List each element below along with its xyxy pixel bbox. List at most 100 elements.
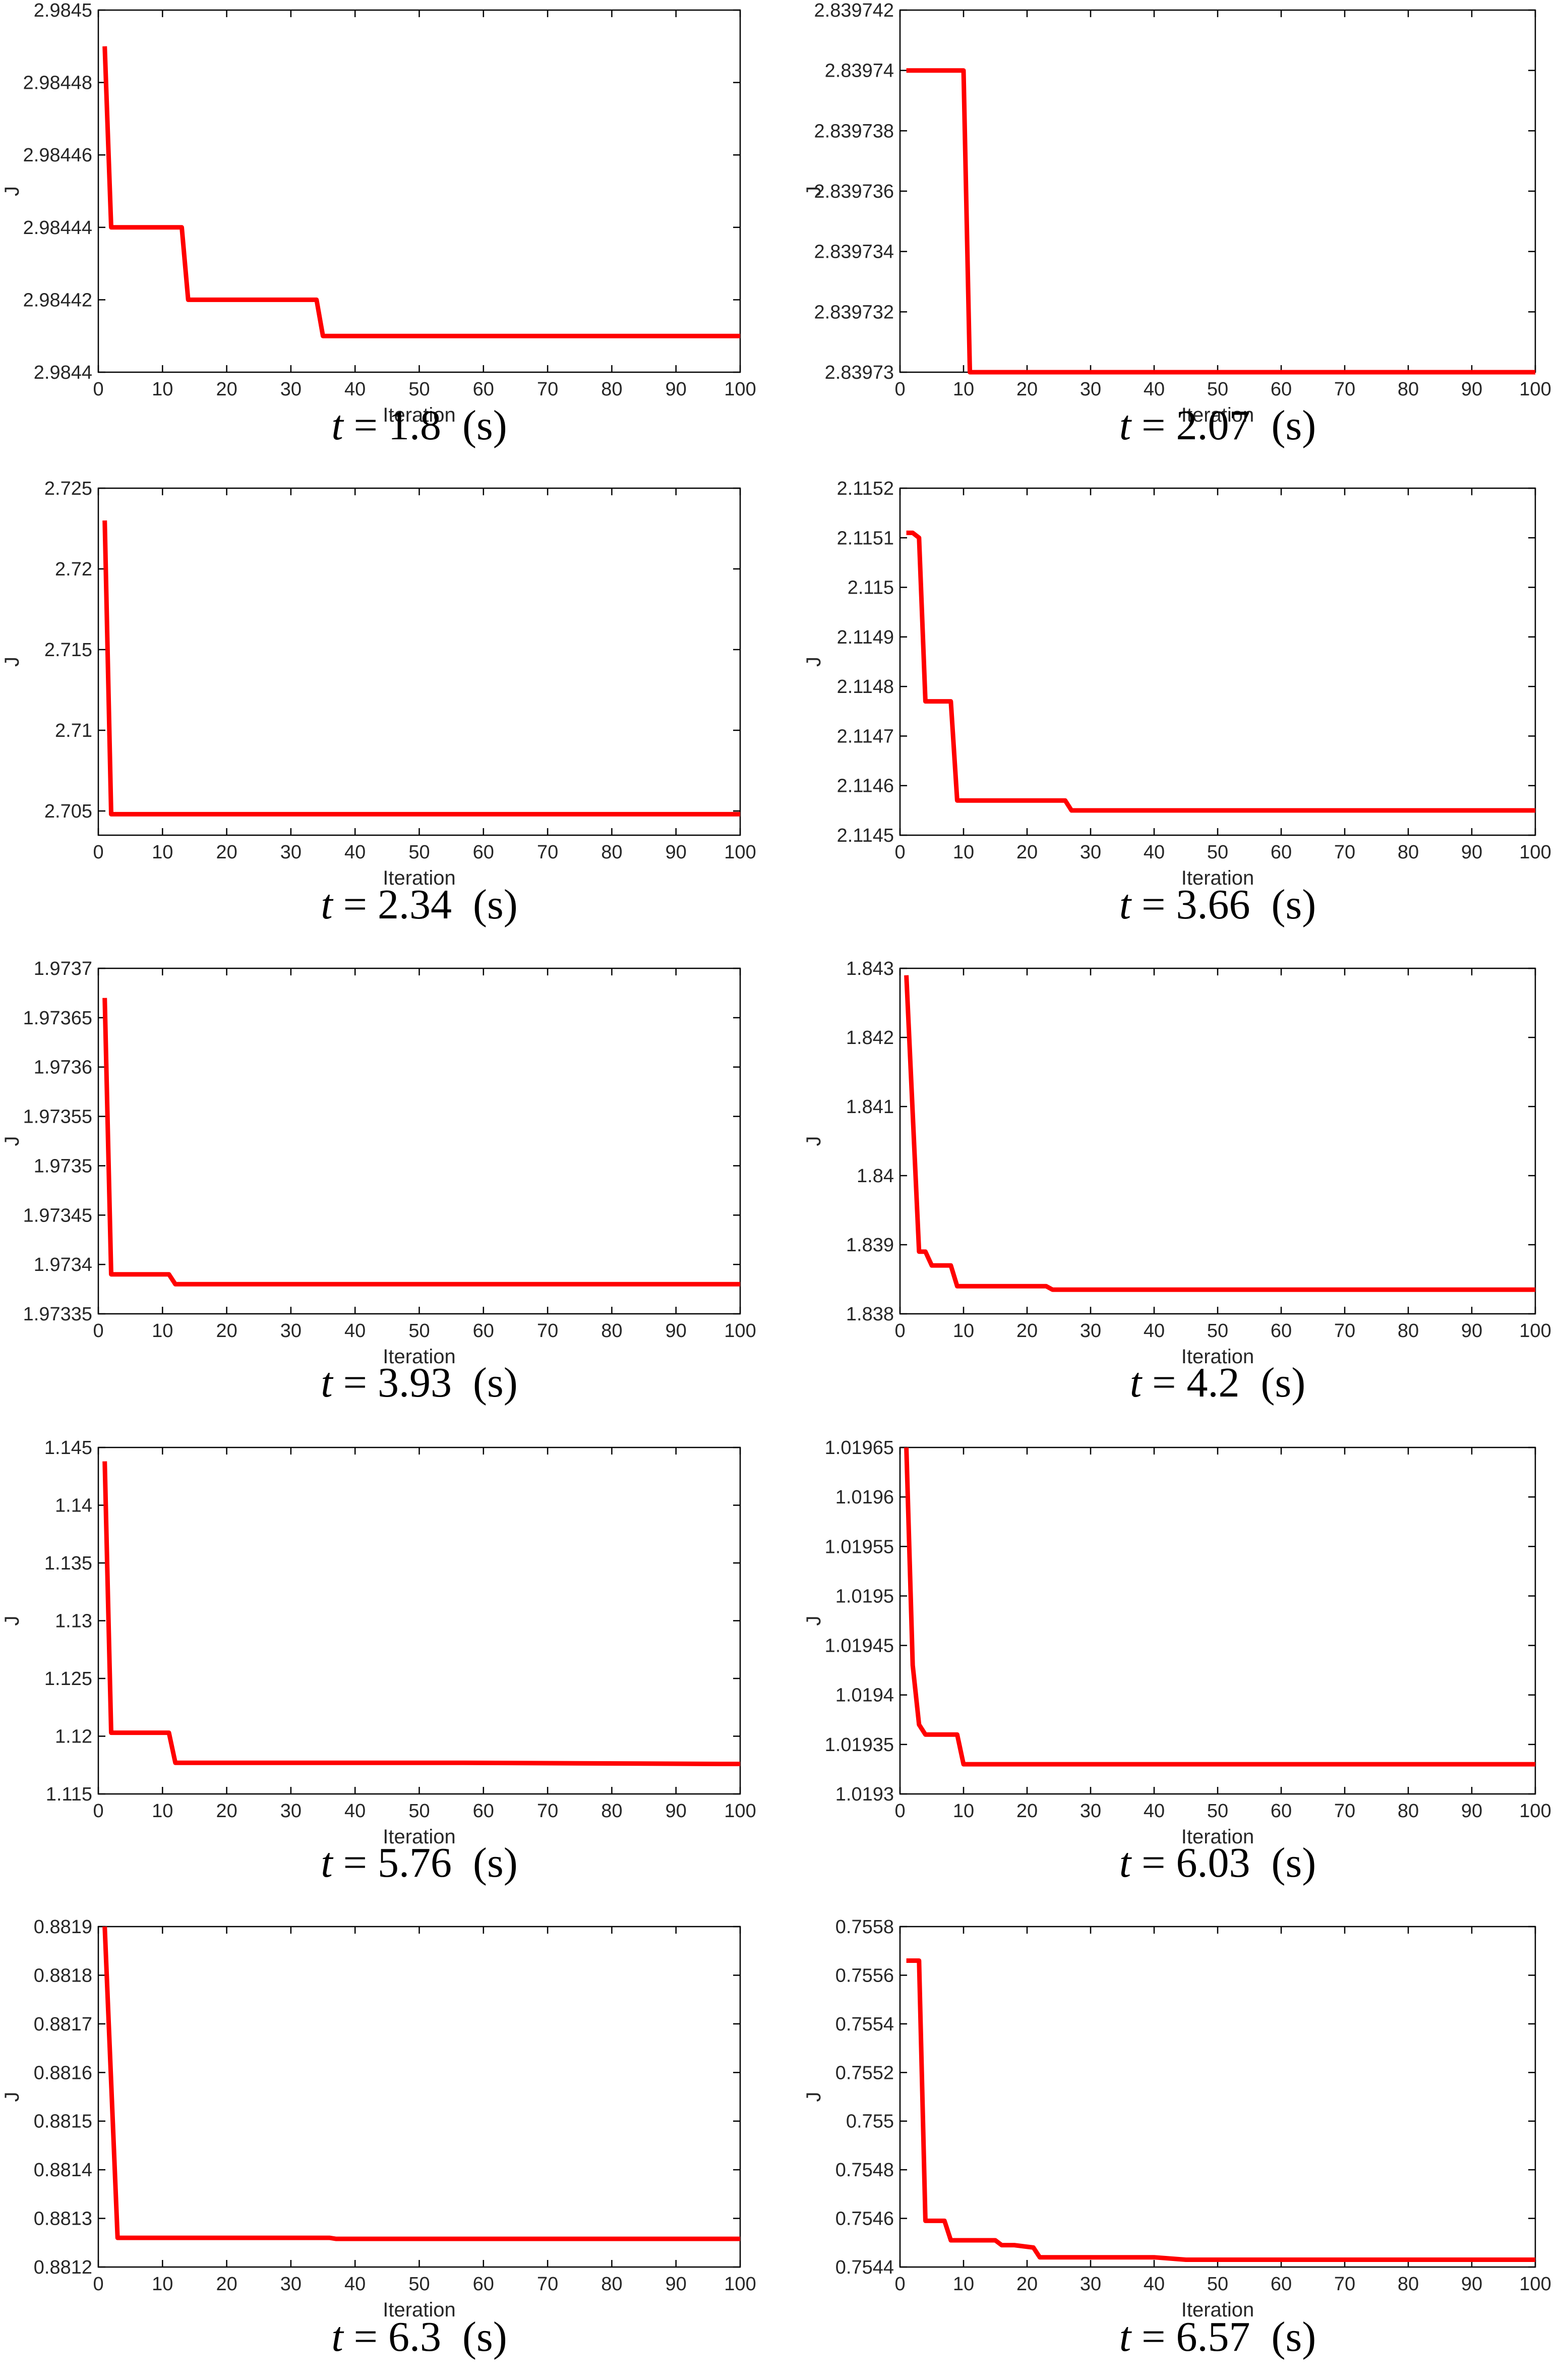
x-tick-label: 10	[152, 842, 173, 863]
y-axis-label: J	[1, 186, 23, 196]
y-tick-label: 2.1146	[837, 776, 894, 797]
axes-frame	[899, 487, 1536, 836]
x-tick-label: 10	[152, 1801, 173, 1822]
x-tick-label: 90	[666, 379, 687, 400]
chart-svg: 0 10 20 30 40 50 60 70 80 90 100 2.705 2.71 2.715 2.72…	[1, 478, 756, 889]
series-line	[906, 531, 1535, 813]
y-tick-label: 1.0195	[835, 1586, 894, 1607]
x-tick-label: 0	[894, 2274, 905, 2295]
x-tick-label: 80	[1398, 1801, 1419, 1822]
y-tick-label: 2.98446	[23, 145, 92, 166]
x-tick-label: 0	[93, 1320, 103, 1342]
caption-equals: =	[332, 1359, 378, 1406]
chart-svg: 0 10 20 30 40 50 60 70 80 90 100 1.97335 1.9734 1.973…	[1, 958, 756, 1368]
y-tick-label: 2.1152	[837, 478, 894, 499]
axes-frame	[899, 967, 1536, 1315]
y-tick-label: 0.7548	[835, 2160, 894, 2181]
caption-value: 5.76	[378, 1839, 452, 1886]
chart-caption: t = 2.34 (s)	[218, 880, 621, 929]
x-axis-label: Iteration	[383, 2299, 456, 2321]
x-tick-label: 20	[216, 2274, 237, 2295]
y-tick-label: 1.01955	[825, 1536, 894, 1557]
x-tick-label: 40	[344, 842, 366, 863]
series-line	[904, 975, 1535, 1292]
chart-svg: 0 10 20 30 40 50 60 70 80 90 100 0.8812 0.8813 0.8814…	[1, 1917, 756, 2321]
y-tick-label: 2.9845	[34, 0, 92, 21]
x-tick-label: 80	[601, 2274, 622, 2295]
chart-svg: 0 10 20 30 40 50 60 70 80 90 100 0.7544 0.7546 0.7548…	[803, 1917, 1551, 2321]
chart-panel: 0 10 20 30 40 50 60 70 80 90 100 0.7544 0.7546 0.7548…	[803, 1917, 1551, 2321]
y-tick-label: 2.71	[55, 720, 92, 741]
x-tick-label: 90	[1461, 1320, 1482, 1342]
y-tick-label: 2.839732	[814, 302, 894, 323]
chart-panel: 0 10 20 30 40 50 60 70 80 90 100 2.1145 2.1146 2.1147…	[803, 478, 1551, 889]
x-tick-label: 50	[1207, 1801, 1228, 1822]
y-tick-label: 2.839742	[814, 0, 894, 21]
x-tick-label: 30	[280, 379, 302, 400]
x-tick-label: 0	[894, 379, 905, 400]
x-tick-label: 30	[280, 1320, 302, 1342]
y-tick-label: 2.1151	[837, 528, 894, 549]
x-tick-label: 60	[1271, 2274, 1292, 2295]
x-tick-label: 0	[93, 379, 103, 400]
series-line	[102, 1461, 740, 1766]
chart-svg: 0 10 20 30 40 50 60 70 80 90 100 2.1145 2.1146 2.1147…	[803, 478, 1551, 889]
axes-frame	[899, 1926, 1536, 2268]
x-tick-label: 30	[280, 1801, 302, 1822]
x-tick-label: 10	[152, 379, 173, 400]
y-tick-label: 0.8813	[34, 2209, 92, 2230]
x-tick-label: 90	[1461, 842, 1482, 863]
x-tick-label: 40	[344, 1801, 366, 1822]
y-tick-label: 2.839738	[814, 121, 894, 142]
x-tick-label: 90	[666, 842, 687, 863]
x-tick-label: 50	[1207, 1320, 1228, 1342]
y-tick-label: 1.842	[846, 1027, 894, 1049]
x-tick-label: 30	[1080, 2274, 1101, 2295]
x-tick-label: 0	[93, 842, 103, 863]
caption-variable: t	[331, 402, 343, 449]
x-tick-label: 90	[1461, 379, 1482, 400]
chart-caption: t = 3.93 (s)	[218, 1358, 621, 1407]
caption-equals: =	[1131, 402, 1176, 449]
x-tick-label: 20	[1016, 379, 1038, 400]
x-tick-label: 60	[1271, 379, 1292, 400]
caption-variable: t	[1129, 1359, 1142, 1406]
x-tick-label: 70	[1334, 2274, 1355, 2295]
x-tick-label: 10	[152, 1320, 173, 1342]
x-tick-label: 20	[216, 379, 237, 400]
x-tick-label: 80	[601, 1801, 622, 1822]
x-tick-label: 60	[1271, 1801, 1292, 1822]
x-tick-label: 100	[724, 842, 756, 863]
x-tick-label: 40	[1144, 1320, 1165, 1342]
y-axis-label: J	[803, 186, 825, 196]
caption-unit: (s)	[1250, 881, 1316, 928]
caption-equals: =	[1131, 1839, 1176, 1886]
y-tick-label: 1.843	[846, 958, 894, 979]
y-tick-label: 2.9844	[34, 362, 92, 383]
caption-unit: (s)	[1239, 1359, 1306, 1406]
x-tick-label: 90	[666, 1320, 687, 1342]
x-tick-label: 10	[953, 379, 974, 400]
y-tick-label: 2.1148	[837, 676, 894, 698]
caption-equals: =	[1142, 1359, 1187, 1406]
axes-frame	[97, 967, 741, 1315]
x-tick-label: 50	[408, 1801, 430, 1822]
x-axis-label: Iteration	[383, 1346, 456, 1368]
x-tick-label: 20	[1016, 1801, 1038, 1822]
x-tick-label: 80	[601, 1320, 622, 1342]
y-axis-label: J	[803, 1136, 825, 1146]
y-tick-label: 1.9735	[34, 1155, 92, 1177]
x-tick-label: 100	[1519, 1320, 1551, 1342]
chart-caption: t = 4.2 (s)	[1016, 1358, 1419, 1407]
x-axis-label: Iteration	[1181, 867, 1254, 889]
x-tick-label: 10	[953, 842, 974, 863]
x-tick-label: 10	[953, 2274, 974, 2295]
y-tick-label: 2.839736	[814, 181, 894, 202]
y-tick-label: 1.9736	[34, 1057, 92, 1078]
y-tick-label: 1.135	[44, 1553, 92, 1574]
chart-panel: 0 10 20 30 40 50 60 70 80 90 100 0.8812 0.8813 0.8814…	[1, 1917, 756, 2321]
y-tick-label: 1.13	[55, 1611, 92, 1632]
chart-caption: t = 3.66 (s)	[1016, 880, 1419, 929]
x-tick-label: 50	[408, 1320, 430, 1342]
